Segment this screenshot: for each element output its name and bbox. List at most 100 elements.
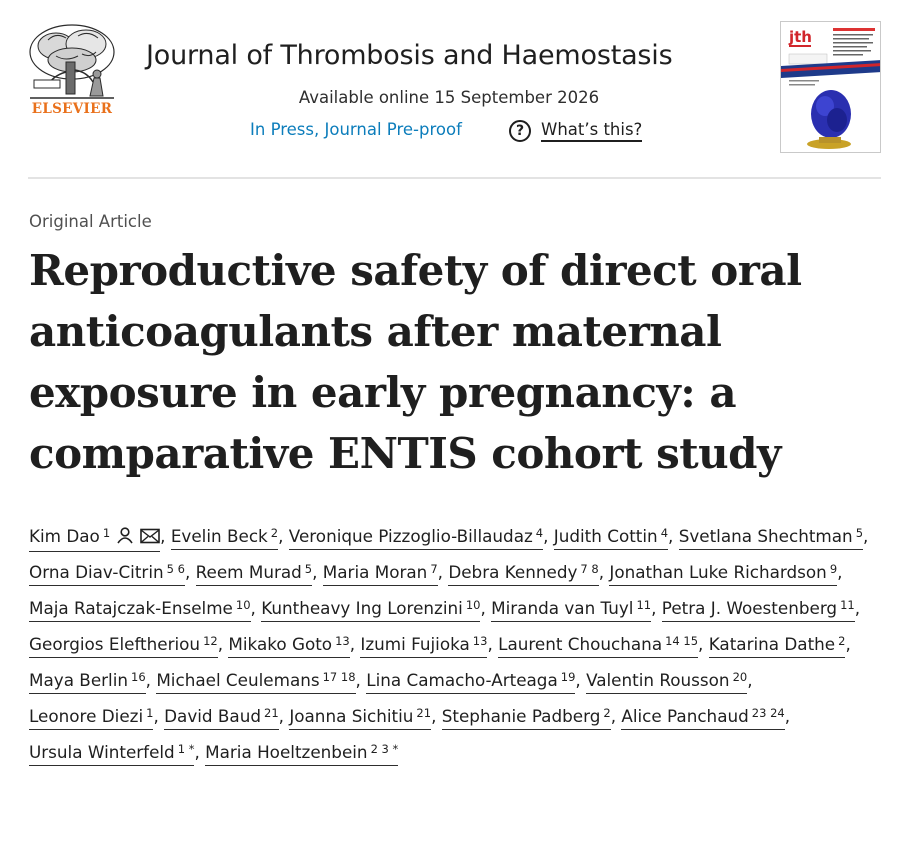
cover-logo-text: jth	[788, 28, 812, 46]
author-list: Kim Dao 1, Evelin Beck 2, Veronique Pizzog…	[29, 518, 879, 770]
in-press-link[interactable]: In Press, Journal Pre-proof	[250, 120, 462, 139]
author-name: Orna Diav-Citrin	[29, 562, 164, 582]
journal-header: ELSEVIER Journal of Thrombosis and Haemo…	[0, 0, 903, 180]
author-separator: ,	[668, 526, 679, 546]
author-affiliation: 23 24	[752, 706, 785, 720]
whats-this-link[interactable]: What’s this?	[541, 120, 642, 142]
author-name: Stephanie Padberg	[442, 706, 601, 726]
author-separator: ,	[278, 526, 289, 546]
author-link[interactable]: Katarina Dathe 2	[709, 633, 846, 658]
author-link[interactable]: Maria Hoeltzenbein 2 3 *	[205, 741, 398, 766]
author-link[interactable]: Maya Berlin 16	[29, 669, 146, 694]
author-affiliation: 1 *	[178, 742, 195, 756]
author-link[interactable]: Debra Kennedy 7 8	[448, 561, 598, 586]
author-link[interactable]: Veronique Pizzoglio-Billaudaz 4	[289, 525, 543, 550]
author-separator: ,	[185, 562, 196, 582]
author-link[interactable]: Orna Diav-Citrin 5 6	[29, 561, 185, 586]
author-affiliation: 20	[733, 670, 748, 684]
author-link[interactable]: Ursula Winterfeld 1 *	[29, 741, 194, 766]
author-link[interactable]: Mikako Goto 13	[228, 633, 349, 658]
author-name: Valentin Rousson	[586, 670, 730, 690]
author-name: Maria Moran	[323, 562, 428, 582]
author-name: Izumi Fujioka	[360, 634, 469, 654]
author-link[interactable]: Evelin Beck 2	[171, 525, 278, 550]
help-icon[interactable]: ?	[509, 120, 531, 142]
author-affiliation: 4	[661, 526, 668, 540]
author-name: Kuntheavy Ing Lorenzini	[261, 598, 463, 618]
author-link[interactable]: Laurent Chouchana 14 15	[498, 633, 698, 658]
author-link[interactable]: Stephanie Padberg 2	[442, 705, 611, 730]
author-affiliation: 4	[536, 526, 543, 540]
author-link[interactable]: Petra J. Woestenberg 11	[662, 597, 855, 622]
author-separator: ,	[611, 706, 622, 726]
author-separator: ,	[312, 562, 323, 582]
author-name: Katarina Dathe	[709, 634, 835, 654]
author-separator: ,	[837, 562, 842, 582]
author-link[interactable]: Svetlana Shechtman 5	[679, 525, 863, 550]
author-affiliation: 10	[236, 598, 251, 612]
author-affiliation: 5	[305, 562, 312, 576]
author-separator: ,	[747, 670, 752, 690]
author-separator: ,	[251, 598, 262, 618]
author-link[interactable]: Georgios Eleftheriou 12	[29, 633, 218, 658]
author-affiliation: 21	[416, 706, 431, 720]
author-link[interactable]: Michael Ceulemans 17 18	[156, 669, 355, 694]
author-link[interactable]: Leonore Diezi 1	[29, 705, 153, 730]
author-affiliation: 5 6	[167, 562, 185, 576]
author-affiliation: 1	[146, 706, 153, 720]
available-online-date: Available online 15 September 2026	[146, 88, 752, 107]
author-affiliation: 2	[838, 634, 845, 648]
author-name: Alice Panchaud	[621, 706, 748, 726]
author-separator: ,	[438, 562, 449, 582]
author-link[interactable]: David Baud 21	[164, 705, 279, 730]
author-affiliation: 12	[203, 634, 218, 648]
author-separator: ,	[855, 598, 860, 618]
author-link[interactable]: Kuntheavy Ing Lorenzini 10	[261, 597, 480, 622]
author-link[interactable]: Miranda van Tuyl 11	[491, 597, 651, 622]
author-link[interactable]: Maria Moran 7	[323, 561, 438, 586]
author-link[interactable]: Maja Ratajczak-Enselme 10	[29, 597, 251, 622]
author-name: Laurent Chouchana	[498, 634, 662, 654]
author-affiliation: 2 3 *	[371, 742, 399, 756]
journal-cover-thumbnail[interactable]: jth	[780, 21, 881, 153]
author-link[interactable]: Judith Cottin 4	[554, 525, 668, 550]
author-separator: ,	[350, 634, 361, 654]
author-name: Leonore Diezi	[29, 706, 143, 726]
header-divider	[28, 177, 881, 179]
author-link[interactable]: Valentin Rousson 20	[586, 669, 747, 694]
author-name: Maya Berlin	[29, 670, 128, 690]
author-affiliation: 11	[636, 598, 651, 612]
journal-title-link[interactable]: Journal of Thrombosis and Haemostasis	[146, 40, 766, 71]
author-separator: ,	[599, 562, 610, 582]
author-name: Georgios Eleftheriou	[29, 634, 200, 654]
author-name: David Baud	[164, 706, 261, 726]
person-icon	[116, 526, 134, 549]
author-affiliation: 17 18	[323, 670, 356, 684]
author-separator: ,	[431, 706, 442, 726]
author-name: Petra J. Woestenberg	[662, 598, 837, 618]
author-name: Michael Ceulemans	[156, 670, 319, 690]
author-separator: ,	[194, 742, 205, 762]
author-separator: ,	[785, 706, 790, 726]
author-link[interactable]: Kim Dao 1	[29, 525, 160, 552]
author-separator: ,	[146, 670, 157, 690]
envelope-icon[interactable]	[140, 527, 160, 549]
author-affiliation: 13	[335, 634, 350, 648]
author-affiliation: 16	[131, 670, 146, 684]
author-link[interactable]: Reem Murad 5	[196, 561, 313, 586]
author-link[interactable]: Izumi Fujioka 13	[360, 633, 487, 658]
author-separator: ,	[279, 706, 290, 726]
article-type-label: Original Article	[29, 212, 152, 231]
author-affiliation: 2	[271, 526, 278, 540]
author-affiliation: 19	[561, 670, 576, 684]
author-separator: ,	[543, 526, 554, 546]
author-link[interactable]: Lina Camacho-Arteaga 19	[366, 669, 575, 694]
author-link[interactable]: Joanna Sichitiu 21	[289, 705, 431, 730]
author-separator: ,	[863, 526, 868, 546]
author-affiliation: 21	[264, 706, 279, 720]
author-affiliation: 1	[103, 526, 110, 540]
author-link[interactable]: Alice Panchaud 23 24	[621, 705, 784, 730]
author-separator: ,	[487, 634, 498, 654]
author-affiliation: 10	[466, 598, 481, 612]
author-link[interactable]: Jonathan Luke Richardson 9	[609, 561, 837, 586]
